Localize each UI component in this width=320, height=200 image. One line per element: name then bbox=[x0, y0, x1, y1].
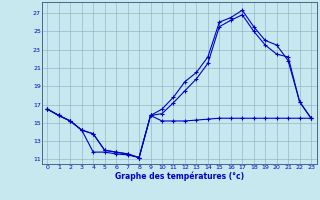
X-axis label: Graphe des températures (°c): Graphe des températures (°c) bbox=[115, 171, 244, 181]
